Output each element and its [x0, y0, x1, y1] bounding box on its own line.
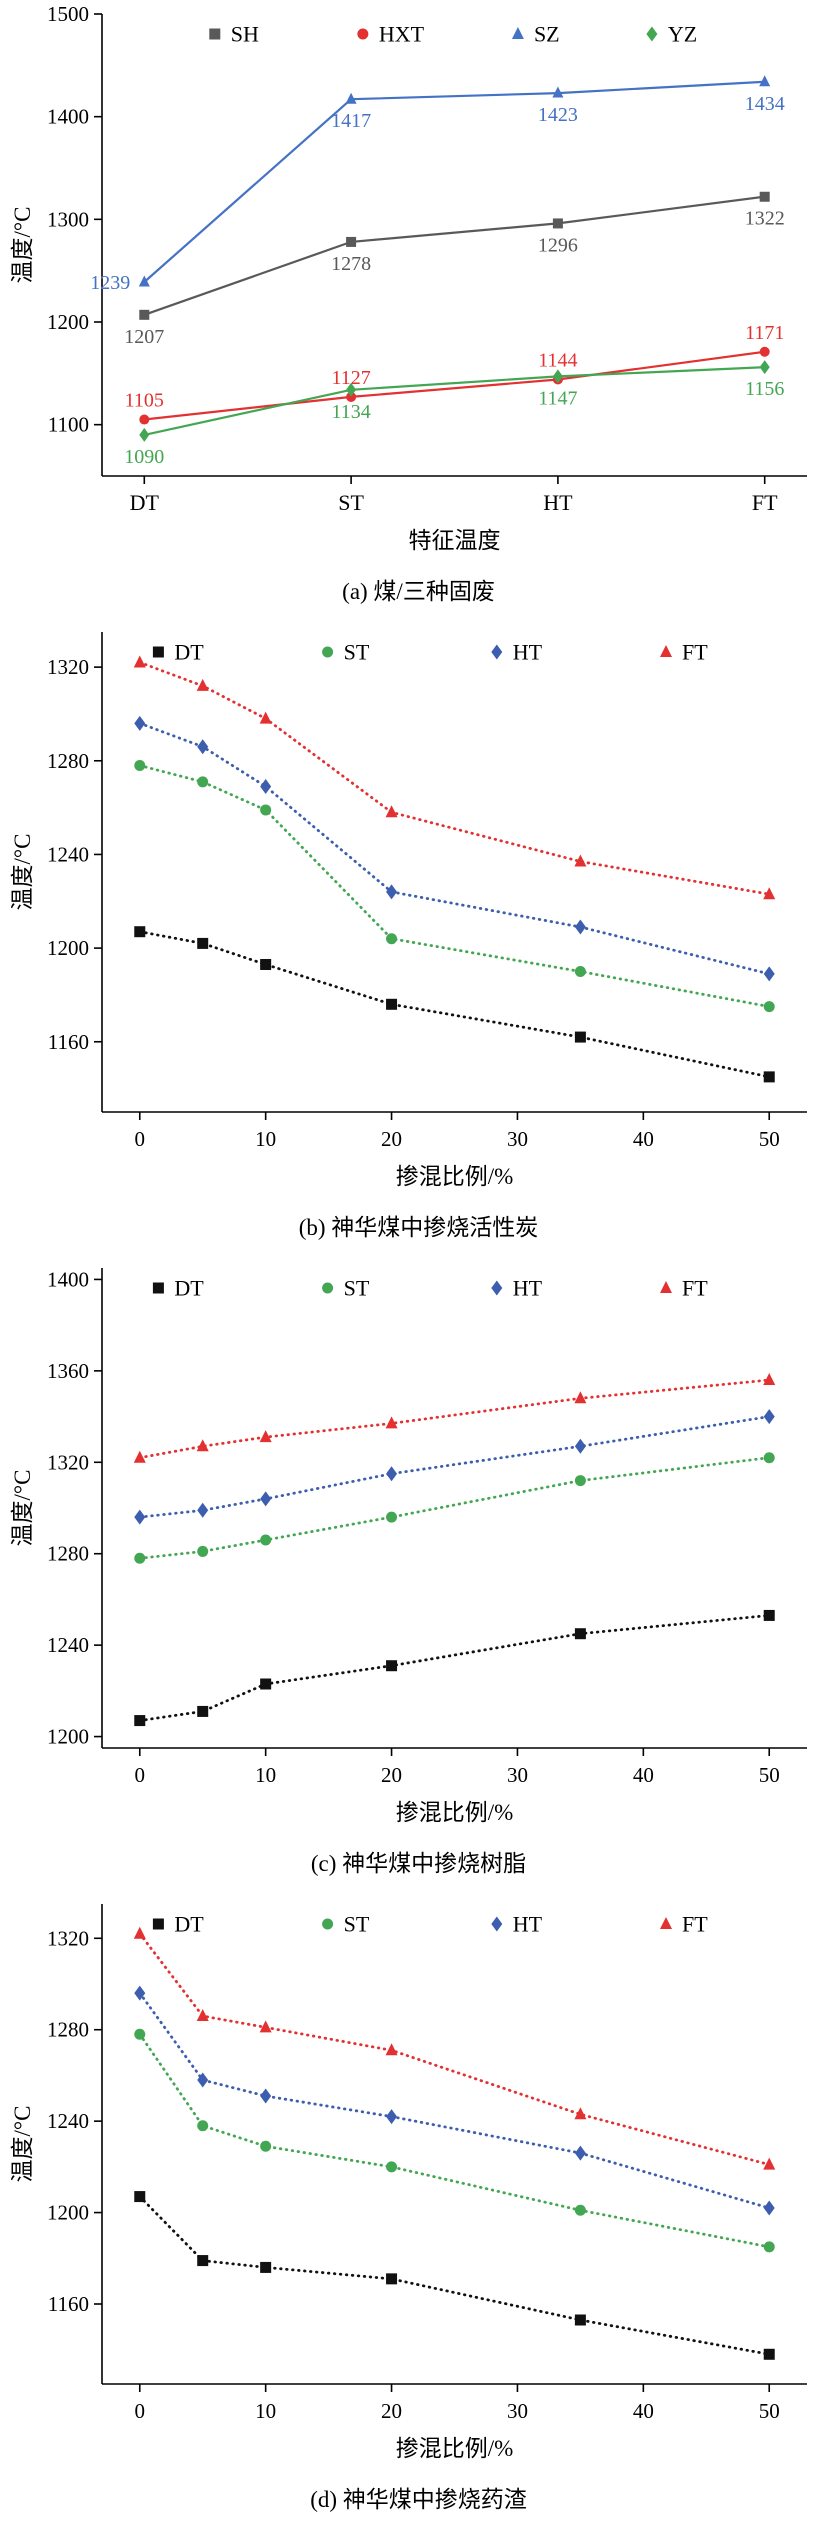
svg-text:温度/°C: 温度/°C — [10, 1470, 35, 1547]
svg-text:1280: 1280 — [47, 1542, 89, 1566]
svg-text:温度/°C: 温度/°C — [10, 207, 35, 284]
panel-medicine-residue-blend: 1160 1200 1240 1280 1320 0 10 20 30 40 50 掺混比例/% 温度/… — [0, 1890, 837, 2526]
svg-text:掺混比例/%: 掺混比例/% — [396, 1164, 514, 1189]
svg-text:1200: 1200 — [47, 2201, 89, 2225]
svg-text:温度/°C: 温度/°C — [10, 834, 35, 911]
svg-text:30: 30 — [507, 1127, 528, 1151]
svg-text:1423: 1423 — [538, 104, 578, 126]
svg-text:HXT: HXT — [379, 22, 425, 47]
svg-text:掺混比例/%: 掺混比例/% — [396, 2436, 514, 2461]
svg-text:1239: 1239 — [90, 272, 130, 294]
svg-text:1280: 1280 — [47, 2018, 89, 2042]
svg-text:1434: 1434 — [745, 93, 785, 115]
svg-text:1090: 1090 — [124, 446, 164, 468]
chart-medicine-residue-canvas: 1160 1200 1240 1280 1320 0 10 20 30 40 50 掺混比例/% 温度/… — [10, 1904, 807, 2461]
svg-text:0: 0 — [135, 1127, 146, 1151]
svg-text:FT: FT — [682, 1912, 708, 1937]
svg-text:0: 0 — [135, 1763, 146, 1787]
svg-text:1240: 1240 — [47, 2109, 89, 2133]
svg-text:YZ: YZ — [668, 22, 697, 47]
svg-text:特征温度: 特征温度 — [409, 528, 501, 553]
svg-text:1400: 1400 — [47, 1267, 89, 1291]
svg-text:1100: 1100 — [48, 413, 89, 437]
svg-text:1278: 1278 — [331, 253, 371, 275]
svg-text:DT: DT — [130, 490, 160, 515]
panel-coal-solid-waste: 1100 1200 1300 1400 1500 DT ST HT FT 特征温度 温度/°C 120… — [0, 0, 837, 618]
svg-text:DT: DT — [174, 1276, 204, 1301]
svg-text:SH: SH — [231, 22, 259, 47]
svg-text:1200: 1200 — [47, 310, 89, 334]
chart-resin-canvas: 1200 1240 1280 1320 1360 1400 0 10 20 30 40 50 掺混比例/… — [10, 1267, 807, 1825]
svg-text:1240: 1240 — [47, 1633, 89, 1657]
svg-text:10: 10 — [255, 2399, 276, 2423]
svg-text:DT: DT — [174, 1912, 204, 1937]
svg-text:1400: 1400 — [47, 105, 89, 129]
svg-text:0: 0 — [135, 2399, 146, 2423]
svg-text:40: 40 — [633, 2399, 654, 2423]
svg-text:1500: 1500 — [47, 2, 89, 26]
svg-text:50: 50 — [759, 2399, 780, 2423]
svg-text:1134: 1134 — [331, 401, 370, 423]
svg-text:掺混比例/%: 掺混比例/% — [396, 1800, 514, 1825]
svg-text:1207: 1207 — [124, 326, 164, 348]
svg-text:1200: 1200 — [47, 1725, 89, 1749]
svg-text:1127: 1127 — [331, 367, 370, 389]
svg-text:40: 40 — [633, 1127, 654, 1151]
svg-text:1280: 1280 — [47, 749, 89, 773]
panel-activated-carbon-blend: 1160 1200 1240 1280 1320 0 10 20 30 40 50 掺混比例/% 温度/… — [0, 618, 837, 1254]
svg-text:HT: HT — [543, 490, 573, 515]
svg-text:FT: FT — [682, 640, 708, 665]
svg-text:FT: FT — [752, 490, 778, 515]
svg-text:温度/°C: 温度/°C — [10, 2106, 35, 2183]
svg-text:20: 20 — [381, 1127, 402, 1151]
chart-coal-solid-waste-canvas: 1100 1200 1300 1400 1500 DT ST HT FT 特征温度 温度/°C 120… — [10, 2, 807, 553]
svg-text:40: 40 — [633, 1763, 654, 1787]
svg-text:1300: 1300 — [47, 207, 89, 231]
svg-text:HT: HT — [513, 1276, 543, 1301]
svg-text:1296: 1296 — [538, 234, 578, 256]
chart-medicine-residue-caption: (d) 神华煤中掺烧药渣 — [310, 2487, 527, 2512]
svg-text:ST: ST — [338, 490, 364, 515]
svg-text:1105: 1105 — [125, 390, 164, 412]
chart-activated-carbon-caption: (b) 神华煤中掺烧活性炭 — [298, 1215, 539, 1240]
svg-text:1320: 1320 — [47, 1450, 89, 1474]
svg-text:20: 20 — [381, 1763, 402, 1787]
svg-text:1200: 1200 — [47, 936, 89, 960]
svg-text:ST: ST — [344, 1276, 370, 1301]
svg-text:1160: 1160 — [48, 2292, 89, 2316]
svg-text:DT: DT — [174, 640, 204, 665]
svg-text:1171: 1171 — [745, 322, 784, 344]
svg-text:HT: HT — [513, 1912, 543, 1937]
svg-text:50: 50 — [759, 1127, 780, 1151]
svg-text:30: 30 — [507, 1763, 528, 1787]
svg-text:1144: 1144 — [538, 349, 577, 371]
svg-text:1160: 1160 — [48, 1030, 89, 1054]
svg-text:ST: ST — [344, 640, 370, 665]
svg-text:50: 50 — [759, 1763, 780, 1787]
chart-activated-carbon-canvas: 1160 1200 1240 1280 1320 0 10 20 30 40 50 掺混比例/% 温度/… — [10, 632, 807, 1189]
svg-text:1156: 1156 — [745, 378, 784, 400]
svg-text:FT: FT — [682, 1276, 708, 1301]
svg-text:10: 10 — [255, 1127, 276, 1151]
svg-text:1417: 1417 — [331, 110, 371, 132]
svg-text:1320: 1320 — [47, 655, 89, 679]
svg-text:ST: ST — [344, 1912, 370, 1937]
chart-coal-solid-waste-caption: (a) 煤/三种固废 — [342, 579, 495, 604]
svg-text:1147: 1147 — [538, 387, 577, 409]
panel-resin-blend: 1200 1240 1280 1320 1360 1400 0 10 20 30 40 50 掺混比例/… — [0, 1254, 837, 1890]
svg-text:1322: 1322 — [745, 208, 785, 230]
svg-text:1240: 1240 — [47, 842, 89, 866]
svg-text:20: 20 — [381, 2399, 402, 2423]
svg-text:SZ: SZ — [534, 22, 560, 47]
svg-text:1360: 1360 — [47, 1359, 89, 1383]
svg-text:10: 10 — [255, 1763, 276, 1787]
svg-text:30: 30 — [507, 2399, 528, 2423]
chart-resin-caption: (c) 神华煤中掺烧树脂 — [310, 1851, 527, 1876]
svg-text:HT: HT — [513, 640, 543, 665]
svg-text:1320: 1320 — [47, 1926, 89, 1950]
